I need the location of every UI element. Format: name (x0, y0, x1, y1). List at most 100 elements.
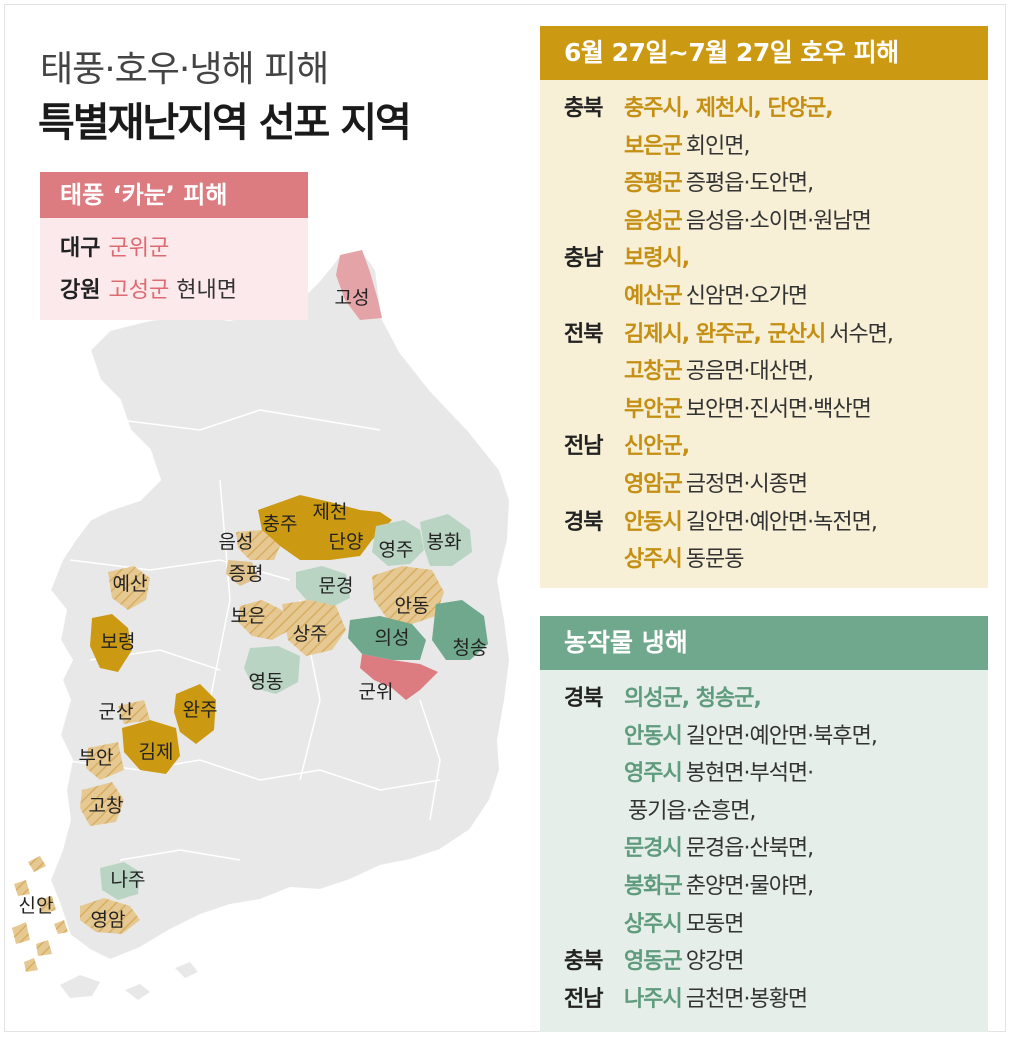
map-label: 보령 (101, 631, 136, 653)
damage-line: 안동시 길안면·예안면·북후면, (564, 718, 878, 750)
southern-islands (60, 962, 198, 1000)
county-label: 고성군 (108, 278, 170, 303)
damage-line: 전남 신안군, (564, 428, 693, 460)
detail-label: 동문동 (685, 547, 745, 573)
damage-line: 보은군 회인면, (564, 128, 750, 160)
county-label: 음성군 (624, 208, 683, 234)
region-wanju (174, 684, 216, 744)
detail-label: 풍기읍·순흥면, (628, 798, 756, 824)
county-label: 증평군 (624, 171, 683, 197)
damage-line: 예산군 신암면·오가면 (564, 278, 808, 310)
map-label: 단양 (329, 531, 364, 553)
county-label: 신안군, (624, 434, 690, 460)
damage-line: 봉화군 춘양면·물야면, (564, 868, 814, 900)
county-label: 나주시 (624, 986, 683, 1012)
map-label: 군위 (359, 681, 394, 703)
county-label: 김제시, 완주군, 군산시 (624, 321, 826, 347)
county-label: 충주시, 제천시, 단양군, (624, 96, 834, 121)
region-sinan (12, 856, 68, 972)
damage-line: 충남 보령시, (564, 240, 693, 272)
damage-line: 충북 충주시, 제천시, 단양군, (564, 90, 837, 122)
damage-line: 증평군 증평읍·도안면, (564, 165, 814, 197)
county-label: 상주시 (624, 911, 683, 937)
region-boryeong (90, 614, 132, 672)
damage-line: 충북 영동군 양강면 (564, 943, 745, 975)
detail-label: 금정면·시종면 (685, 472, 808, 497)
detail-label: 공음면·대산면, (685, 359, 814, 385)
map-label: 제천 (313, 501, 348, 523)
county-label: 안동시 (624, 723, 683, 749)
region-mungyeong (296, 566, 350, 608)
detail-label: 신암면·오가면 (685, 284, 808, 309)
detail-label: 증평읍·도안면, (685, 171, 814, 197)
map-label: 충주 (263, 513, 298, 535)
county-label: 군위군 (108, 236, 170, 261)
region-yeongju (372, 520, 424, 566)
region-buan (86, 742, 124, 780)
damage-line: 영암군 금정면·시종면 (564, 466, 808, 498)
region-yeongam (80, 898, 140, 934)
rain-header: 6월 27일~7월 27일 호우 피해 (540, 26, 988, 80)
province-label: 강원 (60, 278, 101, 303)
damage-line: 상주시 모동면 (564, 906, 745, 938)
map-label: 영주 (379, 539, 414, 561)
rain-damage-box: 6월 27일~7월 27일 호우 피해 충북 충주시, 제천시, 단양군, 보은군 회… (540, 26, 988, 588)
county-label: 영주시 (624, 761, 683, 787)
damage-line: 경북 안동시 길안면·예안면·녹전면, (564, 504, 878, 536)
damage-line: 전남 나주시 금천면·봉황면 (564, 981, 808, 1013)
county-label: 보은군 (624, 133, 683, 159)
land-mainland (48, 248, 512, 962)
map-label: 보은 (231, 605, 266, 627)
map-label: 안동 (395, 595, 430, 617)
county-label: 상주시 (624, 547, 683, 573)
typhoon-header: 태풍 ‘카눈’ 피해 (40, 172, 308, 218)
region-boeun (238, 600, 290, 640)
province-label: 경북 (564, 686, 603, 711)
detail-label: 현내면 (176, 278, 237, 303)
map-label: 영암 (91, 909, 126, 931)
map-label: 군산 (99, 701, 134, 723)
detail-label: 서수면, (829, 321, 894, 347)
detail-label: 춘양면·물야면, (685, 874, 814, 899)
map-label: 예산 (113, 573, 148, 595)
region-gochang (80, 782, 124, 826)
detail-label: 모동면 (685, 911, 745, 937)
typhoon-box: 태풍 ‘카눈’ 피해 대구 군위군 강원 고성군 현내면 (40, 172, 308, 320)
province-label: 전북 (564, 321, 603, 347)
damage-line: 상주시 동문동 (564, 541, 745, 573)
detail-label: 길안면·예안면·북후면, (685, 723, 878, 749)
map-label: 문경 (319, 575, 354, 597)
damage-line: 고창군 공음면·대산면, (564, 353, 814, 385)
region-cheongsong (432, 600, 488, 660)
detail-label: 봉현면·부석면· (685, 761, 814, 787)
frost-header: 농작물 냉해 (540, 616, 988, 670)
region-sangju (282, 600, 346, 656)
damage-line: 전북 김제시, 완주군, 군산시 서수면, (564, 316, 894, 348)
damage-line: 영주시 봉현면·부석면· (564, 755, 814, 787)
detail-label: 길안면·예안면·녹전면, (685, 509, 878, 535)
title-line1: 태풍·호우·냉해 피해 (40, 49, 329, 90)
county-label: 보령시, (624, 246, 690, 272)
county-label: 의성군, 청송군, (624, 686, 762, 711)
infographic-frame (4, 4, 1006, 1032)
detail-label: 금천면·봉황면 (685, 986, 808, 1012)
damage-line: 풍기읍·순흥면, (564, 793, 756, 825)
county-label: 부안군 (624, 396, 683, 422)
region-naju (100, 862, 140, 900)
region-uiseong (348, 616, 426, 660)
region-eumseong (236, 530, 280, 560)
detail-label: 음성읍·소이면·원남면 (685, 208, 872, 234)
region-yesan (108, 566, 150, 610)
region-bonghwa (420, 514, 472, 566)
county-label: 문경시 (624, 836, 683, 862)
county-label: 고창군 (624, 359, 683, 385)
map-label: 음성 (219, 531, 254, 553)
map-label: 의성 (375, 627, 410, 649)
damage-line: 경북 의성군, 청송군, (564, 680, 765, 712)
region-jeungpyeong (226, 560, 258, 586)
map-label: 증평 (229, 563, 264, 585)
detail-label: 양강면 (685, 949, 745, 975)
map-label: 영동 (249, 671, 284, 693)
